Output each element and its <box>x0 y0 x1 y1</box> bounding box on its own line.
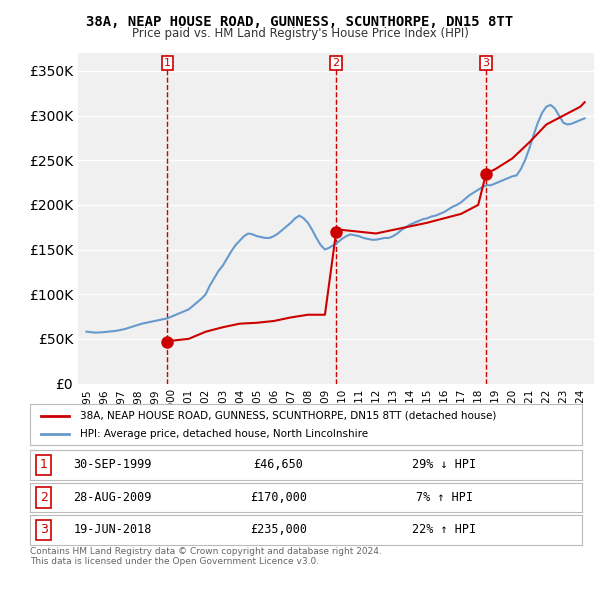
Text: 1: 1 <box>40 458 48 471</box>
Text: 29% ↓ HPI: 29% ↓ HPI <box>412 458 476 471</box>
Text: Price paid vs. HM Land Registry's House Price Index (HPI): Price paid vs. HM Land Registry's House … <box>131 27 469 40</box>
Text: 38A, NEAP HOUSE ROAD, GUNNESS, SCUNTHORPE, DN15 8TT: 38A, NEAP HOUSE ROAD, GUNNESS, SCUNTHORP… <box>86 15 514 29</box>
Text: 38A, NEAP HOUSE ROAD, GUNNESS, SCUNTHORPE, DN15 8TT (detached house): 38A, NEAP HOUSE ROAD, GUNNESS, SCUNTHORP… <box>80 411 496 421</box>
Text: 7% ↑ HPI: 7% ↑ HPI <box>415 491 473 504</box>
Text: £235,000: £235,000 <box>250 523 307 536</box>
Text: 28-AUG-2009: 28-AUG-2009 <box>74 491 152 504</box>
Text: 30-SEP-1999: 30-SEP-1999 <box>74 458 152 471</box>
Text: HPI: Average price, detached house, North Lincolnshire: HPI: Average price, detached house, Nort… <box>80 429 368 439</box>
Text: 3: 3 <box>40 523 48 536</box>
Text: 2: 2 <box>332 58 340 68</box>
Text: 19-JUN-2018: 19-JUN-2018 <box>74 523 152 536</box>
Text: 2: 2 <box>40 491 48 504</box>
Text: 3: 3 <box>482 58 490 68</box>
Text: 22% ↑ HPI: 22% ↑ HPI <box>412 523 476 536</box>
Text: £46,650: £46,650 <box>253 458 304 471</box>
Text: £170,000: £170,000 <box>250 491 307 504</box>
Text: Contains HM Land Registry data © Crown copyright and database right 2024.
This d: Contains HM Land Registry data © Crown c… <box>30 547 382 566</box>
Text: 1: 1 <box>164 58 171 68</box>
